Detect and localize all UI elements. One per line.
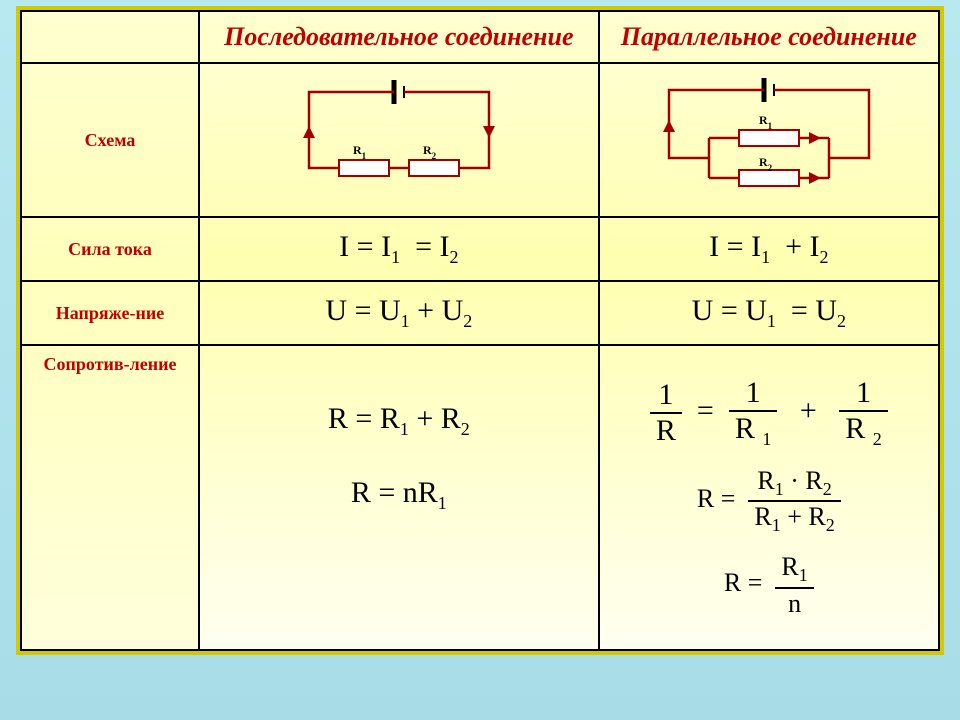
r2-label: R	[423, 143, 432, 157]
header-row: Последовательное соединение Параллельное…	[21, 11, 939, 63]
rowlabel-resistance: Сопротив-ление	[21, 345, 199, 650]
comparison-table: Последовательное соединение Параллельное…	[20, 10, 940, 651]
formula-resistance-parallel: 1R = 1R 1 + 1R 2 R = R1 · R2 R1 + R2 R =…	[599, 345, 939, 650]
rowlabel-voltage: Напряже-ние	[21, 281, 199, 345]
r1-label: R	[353, 143, 362, 157]
formula-current-parallel: I = I1 + I2	[599, 217, 939, 281]
svg-text:R1: R1	[759, 113, 773, 131]
svg-text:R2: R2	[423, 143, 437, 161]
row-resistance: Сопротив-ление R = R1 + R2 R = nR1 1R = …	[21, 345, 939, 650]
r1p-label: R	[759, 113, 768, 127]
parallel-circuit-icon: R1 R2	[619, 68, 919, 208]
header-blank	[21, 11, 199, 63]
schema-series: R1 R2	[199, 63, 599, 217]
formula-current-series: I = I1 = I2	[199, 217, 599, 281]
schema-parallel: R1 R2	[599, 63, 939, 217]
formula-resistance-series: R = R1 + R2 R = nR1	[199, 345, 599, 650]
series-circuit-icon: R1 R2	[249, 68, 549, 208]
r2p-label: R	[759, 155, 768, 169]
rowlabel-schema: Схема	[21, 63, 199, 217]
formula-voltage-series: U = U1 + U2	[199, 281, 599, 345]
comparison-table-frame: Последовательное соединение Параллельное…	[16, 6, 944, 655]
row-schema: Схема R1 R2	[21, 63, 939, 217]
svg-text:R1: R1	[353, 143, 367, 161]
header-parallel: Параллельное соединение	[599, 11, 939, 63]
formula-voltage-parallel: U = U1 = U2	[599, 281, 939, 345]
header-series: Последовательное соединение	[199, 11, 599, 63]
row-current: Сила тока I = I1 = I2 I = I1 + I2	[21, 217, 939, 281]
row-voltage: Напряже-ние U = U1 + U2 U = U1 = U2	[21, 281, 939, 345]
rowlabel-current: Сила тока	[21, 217, 199, 281]
